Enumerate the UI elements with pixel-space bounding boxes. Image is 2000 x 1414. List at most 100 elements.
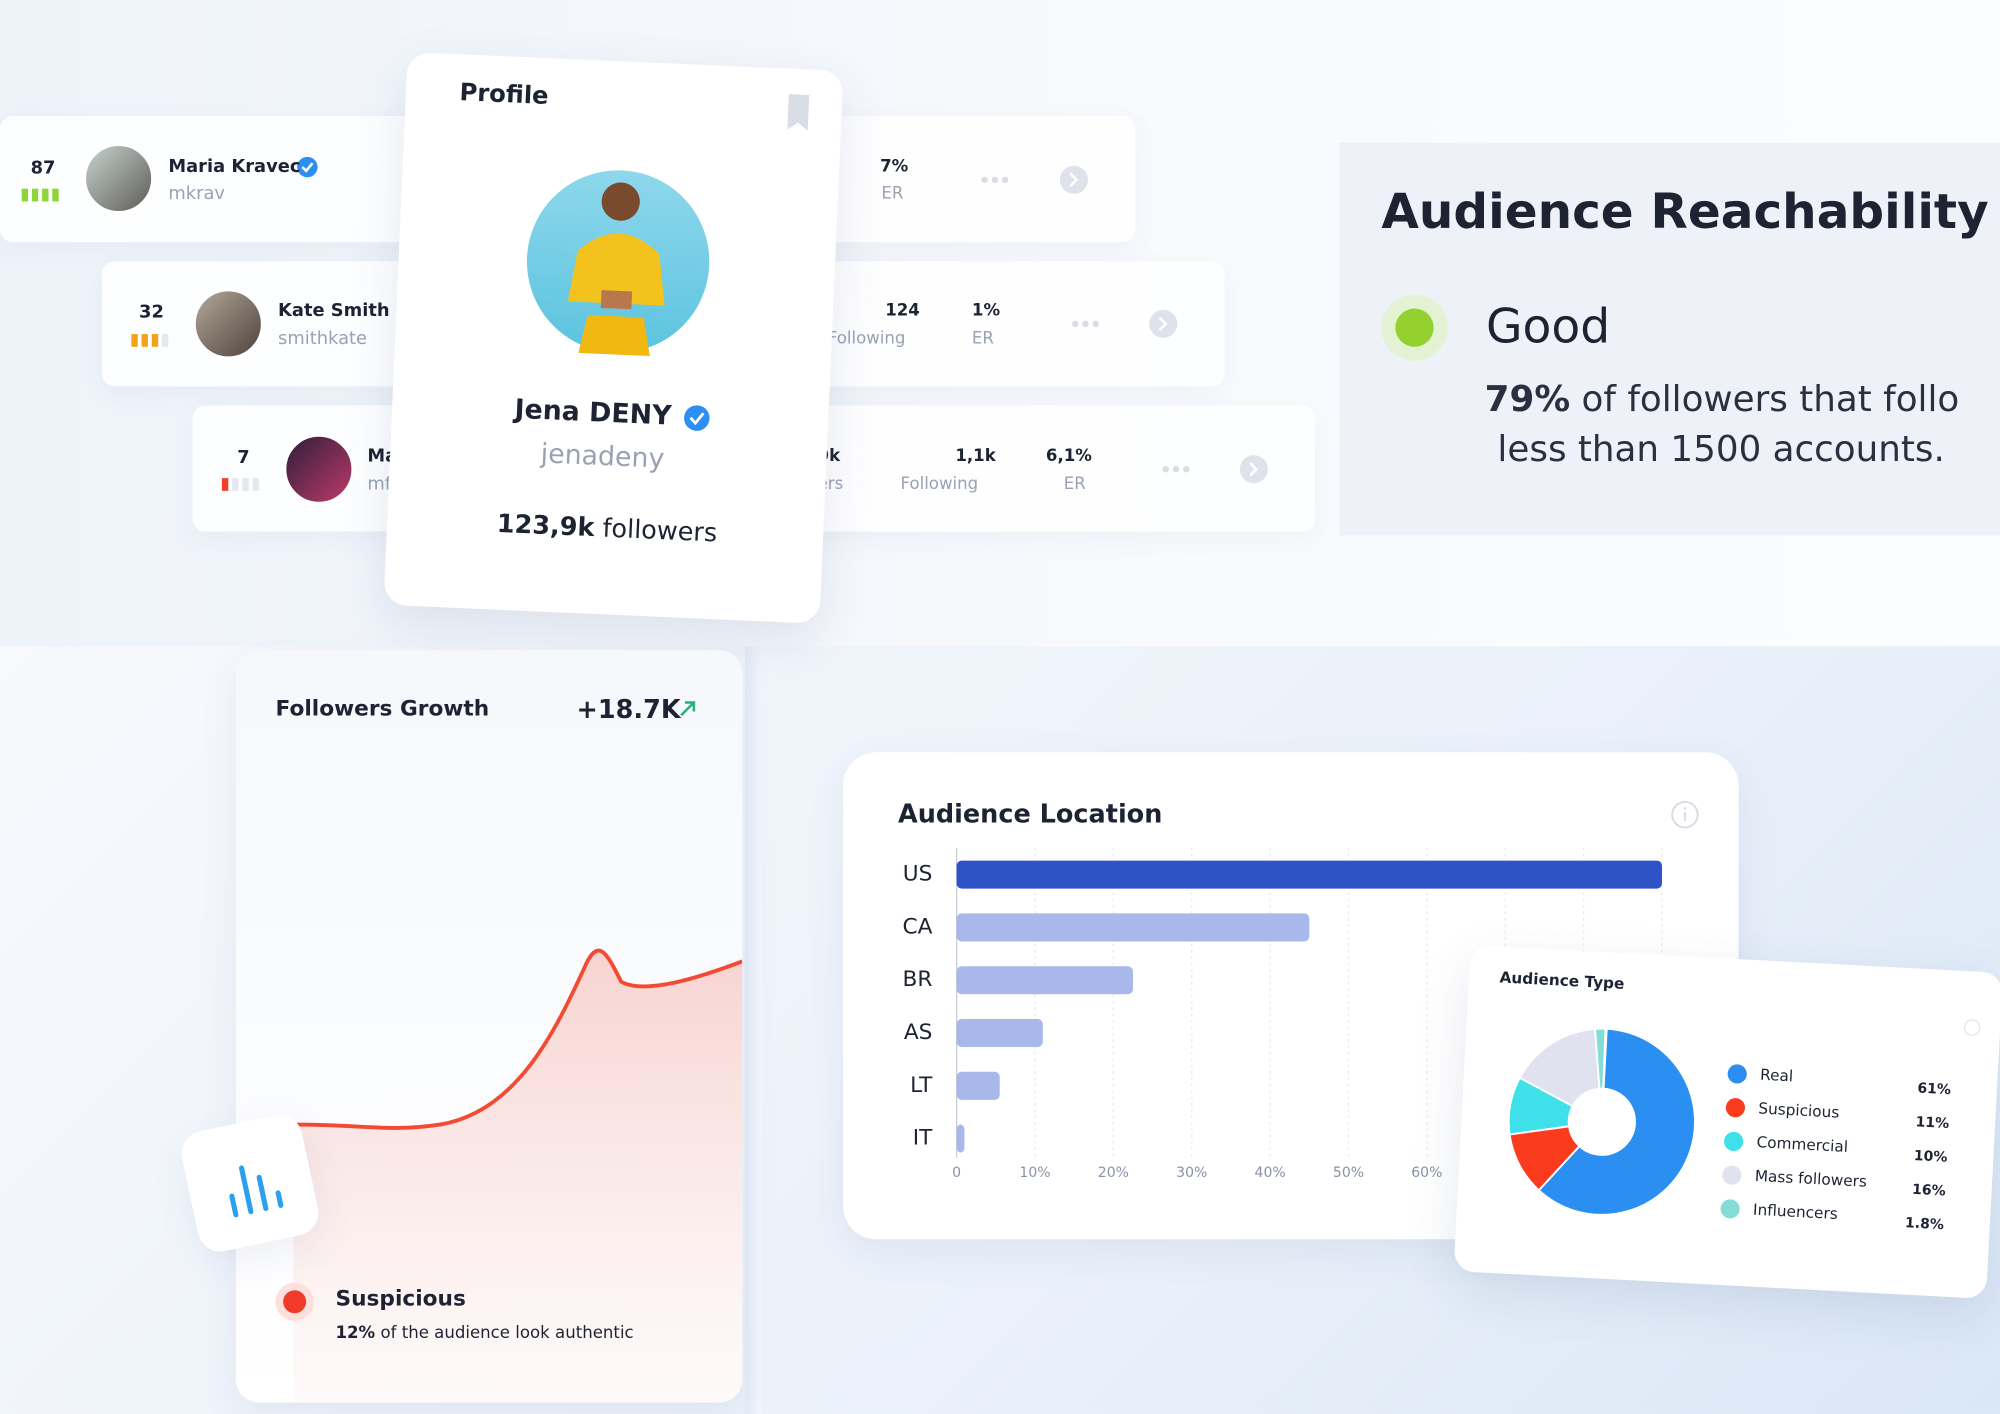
avatar-figure	[567, 182, 665, 357]
following: 124	[885, 301, 920, 321]
legend-label: Real	[1760, 1066, 1794, 1086]
profile-decor	[520, 94, 810, 360]
er: 6,1%	[1045, 446, 1092, 467]
y-tick-label: US	[903, 862, 933, 887]
pie-chart: Real 61% Suspicious 11% Commercial 10% Mass fo…	[1507, 1027, 1951, 1233]
profile-card[interactable]: Profile Jena DENY jenadeny 123,9k follow…	[383, 51, 844, 624]
pie-slice	[1537, 1027, 1696, 1216]
row-decor	[21, 142, 1268, 506]
open-button[interactable]	[1239, 455, 1268, 484]
er-label: ER	[881, 184, 904, 204]
reach-percent: 79%	[1484, 378, 1571, 421]
er-label: ER	[1063, 474, 1086, 495]
score-bars	[131, 334, 169, 347]
profile-handle: jenadeny	[540, 438, 665, 475]
handle: smithkate	[278, 328, 368, 350]
avatar	[282, 432, 356, 506]
verified-icon	[297, 156, 318, 178]
bar	[956, 1018, 1043, 1048]
reach-line: less than 1500 accounts.	[1497, 427, 1945, 470]
reach-text: of followers that follo	[1581, 378, 1960, 421]
name: Maria Kravec	[168, 156, 301, 178]
bookmark-icon[interactable]	[787, 94, 810, 131]
legend-label: Commercial	[1756, 1133, 1848, 1156]
avatar	[191, 287, 265, 361]
chart-icon-tile[interactable]	[177, 1110, 323, 1256]
value-label: 1.8%	[1905, 1215, 1945, 1233]
growth-delta: +18.7K	[576, 693, 681, 725]
status: Good	[1485, 298, 1611, 354]
type-card: Audience Type Real 61% Suspicious 11% Commer…	[1453, 945, 2000, 1299]
more-dots[interactable]	[1072, 320, 1099, 328]
y-tick-label: IT	[913, 1126, 933, 1151]
growth-note-text: of the audience look authentic	[380, 1324, 634, 1344]
x-tick-label: 0	[952, 1165, 961, 1181]
y-tick-label: AS	[904, 1020, 933, 1045]
card-title: Followers Growth	[275, 696, 490, 722]
up-arrow	[680, 701, 696, 717]
legend-dot	[1724, 1131, 1744, 1151]
growth-line	[275, 948, 743, 1403]
card-title: Audience Location	[897, 798, 1163, 829]
info-icon[interactable]	[1670, 799, 1701, 830]
handle: mkrav	[168, 183, 225, 204]
legend-label: Mass followers	[1754, 1167, 1867, 1191]
bar	[956, 913, 1310, 942]
y-tick-label: BR	[902, 967, 932, 992]
growth-note: 12% of the audience look authentic	[335, 1324, 633, 1343]
er: 1%	[971, 301, 1001, 321]
legend-dot	[1725, 1098, 1746, 1118]
growth-percent: 12%	[335, 1324, 376, 1344]
avatar	[82, 142, 155, 215]
reachability-panel: Audience Reachability Good 79% of follow…	[1339, 142, 2000, 536]
info-icon[interactable]	[1961, 1017, 1982, 1038]
er-label: ER	[971, 329, 994, 349]
score: 7	[237, 447, 250, 468]
legend-dot	[1722, 1165, 1742, 1185]
bar	[956, 860, 1662, 889]
open-button[interactable]	[1149, 309, 1178, 338]
reach-line: 79% of followers that follo	[1485, 378, 1960, 420]
er: 7%	[880, 157, 909, 177]
y-tick-label: LT	[910, 1073, 933, 1098]
x-tick-label: 20%	[1098, 1165, 1129, 1181]
chart-icon	[229, 1165, 284, 1218]
legend-label: Influencers	[1753, 1201, 1839, 1223]
value-label: 16%	[1912, 1182, 1946, 1200]
value-label: 61%	[1917, 1081, 1951, 1099]
value-label: 11%	[1915, 1114, 1949, 1132]
following: 1,1k	[955, 446, 996, 467]
x-tick-label: 30%	[1176, 1165, 1207, 1181]
value-label: 10%	[1913, 1148, 1947, 1166]
more-dots[interactable]	[1162, 466, 1190, 473]
score-bars	[221, 478, 259, 491]
score: 32	[139, 302, 164, 323]
panel-title: Audience Reachability	[1381, 183, 1989, 240]
x-tick-label: 60%	[1411, 1165, 1442, 1181]
x-tick-label: 40%	[1255, 1165, 1286, 1181]
y-tick-label: CA	[902, 914, 932, 939]
more-dots[interactable]	[981, 176, 1009, 183]
following-label: Following	[827, 329, 906, 349]
score: 87	[30, 158, 56, 179]
followers-label: followers	[601, 512, 718, 548]
pie-slice	[1518, 1027, 1601, 1108]
following-label: Following	[900, 474, 979, 495]
verified-icon	[684, 405, 710, 431]
legend-label: Suspicious	[1758, 1099, 1840, 1121]
divider	[744, 646, 763, 1414]
profile-followers: 123,9k followers	[496, 508, 718, 548]
bar	[956, 966, 1133, 995]
score-bars	[21, 188, 59, 202]
status-dot	[1381, 294, 1448, 361]
x-tick-label: 50%	[1333, 1165, 1364, 1181]
growth-card: Followers Growth +18.7K Suspicious 12% o…	[235, 650, 743, 1403]
followers-count: 123,9k	[496, 507, 596, 543]
name: Kate Smith	[278, 300, 390, 322]
open-button[interactable]	[1059, 165, 1089, 194]
pie-slice	[1594, 1027, 1607, 1090]
growth-status: Suspicious	[335, 1286, 466, 1312]
